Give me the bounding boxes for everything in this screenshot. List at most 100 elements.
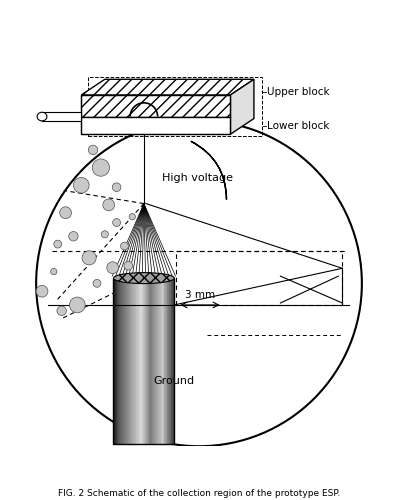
- Bar: [161, 278, 162, 444]
- Bar: [120, 278, 121, 444]
- Text: 3 mm: 3 mm: [185, 290, 215, 300]
- Bar: [152, 278, 153, 444]
- Bar: [113, 278, 174, 444]
- Bar: [172, 278, 173, 444]
- Circle shape: [51, 268, 57, 274]
- Ellipse shape: [37, 112, 47, 121]
- Bar: [156, 278, 157, 444]
- Bar: [143, 278, 144, 444]
- Circle shape: [70, 297, 85, 313]
- FancyArrowPatch shape: [191, 142, 226, 199]
- Circle shape: [60, 207, 72, 218]
- Bar: [148, 278, 150, 444]
- Text: High voltage: High voltage: [162, 173, 232, 183]
- Bar: [131, 278, 132, 444]
- Bar: [152, 278, 153, 444]
- Bar: [136, 278, 137, 444]
- Bar: [149, 278, 150, 444]
- Bar: [113, 278, 115, 444]
- Bar: [169, 278, 170, 444]
- Bar: [122, 278, 123, 444]
- Bar: [126, 278, 127, 444]
- Bar: [148, 278, 149, 444]
- Bar: [171, 278, 172, 444]
- Bar: [119, 278, 121, 444]
- Bar: [121, 278, 122, 444]
- Bar: [119, 278, 120, 444]
- Bar: [114, 278, 115, 444]
- Text: Ground: Ground: [154, 376, 195, 386]
- Circle shape: [113, 218, 121, 226]
- Bar: [116, 278, 117, 444]
- Bar: [130, 278, 131, 444]
- Bar: [139, 278, 140, 444]
- Ellipse shape: [113, 272, 174, 283]
- Bar: [163, 278, 164, 444]
- Bar: [129, 278, 130, 444]
- Bar: [158, 278, 160, 444]
- Bar: [123, 278, 124, 444]
- Text: Lower block: Lower block: [267, 122, 329, 132]
- Circle shape: [69, 232, 78, 241]
- Circle shape: [82, 251, 96, 265]
- Bar: [141, 278, 142, 444]
- Bar: [42, 112, 81, 121]
- Circle shape: [101, 231, 108, 238]
- Circle shape: [93, 280, 101, 287]
- Bar: [144, 278, 146, 444]
- Text: Upper block: Upper block: [267, 87, 330, 97]
- Bar: [129, 278, 131, 444]
- Circle shape: [36, 286, 48, 297]
- Circle shape: [124, 262, 133, 270]
- Bar: [147, 278, 148, 444]
- Bar: [142, 278, 144, 444]
- Circle shape: [57, 306, 66, 316]
- Bar: [154, 278, 155, 444]
- Circle shape: [112, 183, 121, 192]
- Bar: [170, 278, 172, 444]
- Bar: [118, 278, 119, 444]
- Bar: [140, 278, 141, 444]
- Bar: [127, 278, 128, 444]
- Bar: [142, 278, 143, 444]
- Bar: [173, 278, 174, 444]
- Bar: [168, 278, 169, 444]
- Polygon shape: [230, 80, 254, 134]
- Bar: [167, 278, 168, 444]
- Bar: [117, 278, 118, 444]
- Bar: [137, 278, 138, 444]
- Bar: [168, 278, 170, 444]
- Bar: [154, 278, 156, 444]
- Bar: [150, 278, 151, 444]
- Bar: [170, 278, 171, 444]
- Circle shape: [88, 145, 98, 154]
- Circle shape: [73, 178, 89, 193]
- Bar: [133, 278, 134, 444]
- Bar: [139, 278, 140, 444]
- Bar: [157, 278, 158, 444]
- Circle shape: [54, 240, 62, 248]
- Text: FIG. 2 Schematic of the collection region of the prototype ESP.: FIG. 2 Schematic of the collection regio…: [58, 488, 340, 498]
- Bar: [164, 278, 165, 444]
- Polygon shape: [81, 80, 254, 95]
- Bar: [145, 278, 146, 444]
- Bar: [115, 278, 116, 444]
- Bar: [153, 278, 154, 444]
- Bar: [136, 278, 137, 444]
- Bar: [117, 278, 119, 444]
- Bar: [132, 278, 133, 444]
- Bar: [144, 278, 145, 444]
- Bar: [123, 278, 125, 444]
- Bar: [133, 278, 135, 444]
- Bar: [138, 278, 139, 444]
- Circle shape: [121, 242, 129, 250]
- Circle shape: [129, 214, 135, 220]
- Bar: [159, 278, 160, 444]
- Bar: [166, 278, 167, 444]
- Circle shape: [103, 199, 115, 211]
- Bar: [127, 278, 128, 444]
- Bar: [124, 278, 125, 444]
- Polygon shape: [81, 95, 230, 116]
- Bar: [158, 278, 159, 444]
- Bar: [160, 278, 161, 444]
